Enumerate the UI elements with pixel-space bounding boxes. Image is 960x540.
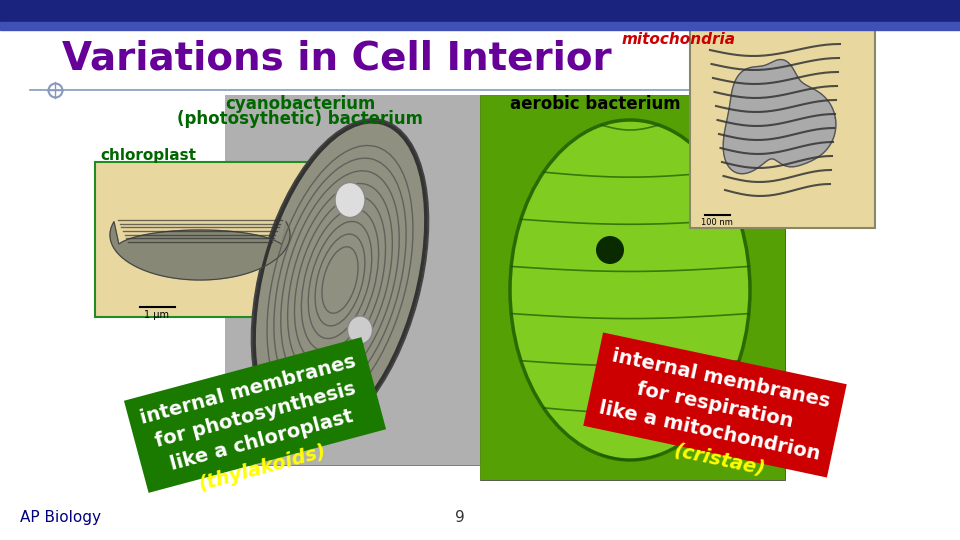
- Ellipse shape: [252, 119, 428, 441]
- Text: internal membranes
for photosynthesis
like a chloroplast: internal membranes for photosynthesis li…: [138, 352, 372, 478]
- Bar: [0, 0, 960, 22]
- Text: Variations in Cell Interior: Variations in Cell Interior: [62, 40, 612, 78]
- Polygon shape: [723, 59, 836, 174]
- Ellipse shape: [348, 316, 372, 344]
- Bar: [690, 28, 875, 228]
- Text: chloroplast: chloroplast: [100, 148, 196, 163]
- Text: (thylakoids): (thylakoids): [196, 442, 328, 494]
- Text: internal membranes
for respiration
like a mitochondrion: internal membranes for respiration like …: [597, 346, 833, 464]
- Text: 100 nm: 100 nm: [701, 218, 732, 227]
- Text: 9: 9: [455, 510, 465, 525]
- Text: 1 μm: 1 μm: [145, 310, 170, 320]
- Bar: [225, 95, 480, 465]
- Text: cyanobacterium: cyanobacterium: [225, 95, 375, 113]
- Bar: [0, 22, 960, 30]
- Ellipse shape: [335, 183, 365, 218]
- Ellipse shape: [510, 120, 750, 460]
- Text: (cristae): (cristae): [673, 441, 767, 479]
- Text: AP Biology: AP Biology: [20, 510, 101, 525]
- Bar: [480, 95, 785, 480]
- Bar: [225, 95, 480, 465]
- Text: aerobic bacterium: aerobic bacterium: [510, 95, 681, 113]
- Ellipse shape: [596, 236, 624, 264]
- Text: (photosythetic) bacterium: (photosythetic) bacterium: [177, 110, 423, 128]
- Bar: [480, 95, 785, 480]
- Text: mitochondria: mitochondria: [622, 32, 736, 47]
- Polygon shape: [110, 222, 290, 280]
- Bar: [95, 162, 310, 317]
- Ellipse shape: [300, 369, 320, 391]
